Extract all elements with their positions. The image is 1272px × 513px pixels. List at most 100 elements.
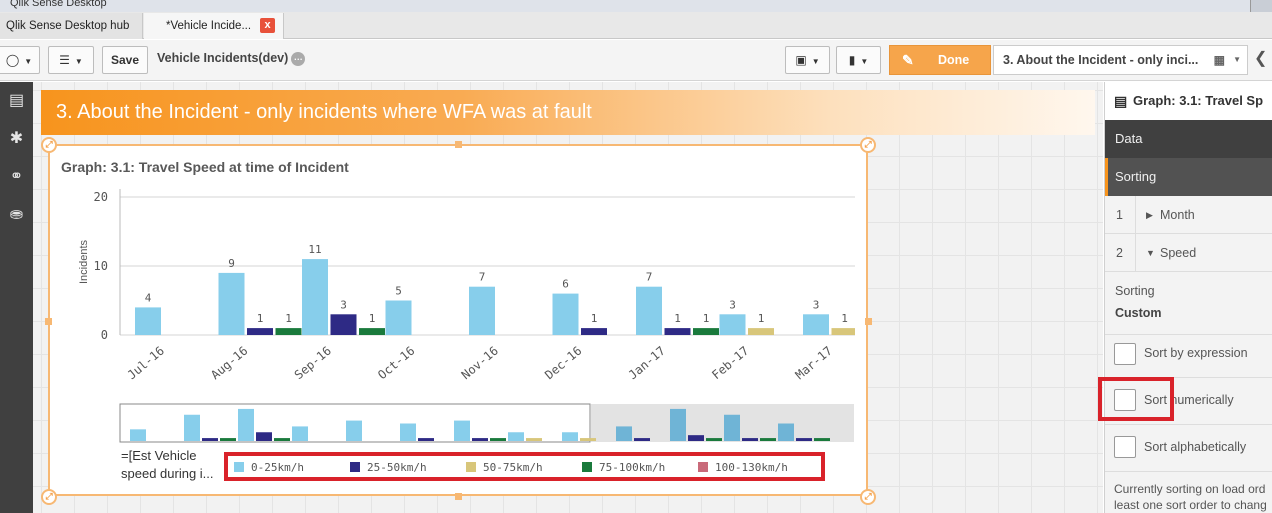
- sort-alphabetically-checkbox[interactable]: [1114, 436, 1136, 458]
- legend-label: 50-75km/h: [483, 461, 543, 474]
- assets-panel: ▤ ✱ ⚭ ⛂: [0, 82, 33, 513]
- story-button[interactable]: ▣ ▼: [785, 46, 830, 74]
- save-button[interactable]: Save: [102, 46, 148, 74]
- legend-label: 100-130km/h: [715, 461, 788, 474]
- divider: [1135, 196, 1136, 234]
- chevron-down-icon: ▼: [1146, 248, 1155, 258]
- sort-numerically-label: Sort numerically: [1144, 393, 1234, 407]
- resize-corner-icon[interactable]: ⤢: [860, 137, 876, 153]
- sort-item-month[interactable]: 1 ▶ Month: [1105, 196, 1272, 234]
- legend-swatch: [350, 462, 360, 472]
- legend-label: 25-50km/h: [367, 461, 427, 474]
- done-label: Done: [938, 53, 970, 67]
- chevron-down-icon: ▼: [860, 57, 869, 66]
- resize-corner-icon[interactable]: ⤢: [41, 137, 57, 153]
- resize-handle-left[interactable]: [45, 318, 52, 325]
- chart-title: Graph: 3.1: Travel Speed at time of Inci…: [61, 159, 349, 175]
- compass-icon: ◯: [5, 53, 20, 67]
- navigation-button[interactable]: ◯ ▼: [0, 46, 40, 74]
- previous-sheet-icon[interactable]: ❮: [1254, 50, 1268, 67]
- extensions-icon[interactable]: ✱: [9, 130, 24, 147]
- legend-label: 0-25km/h: [251, 461, 304, 474]
- chevron-down-icon: ▼: [1233, 55, 1241, 64]
- sort-item-label: Speed: [1160, 246, 1197, 260]
- sort-by-expression-label: Sort by expression: [1144, 346, 1248, 360]
- sorting-note-line: least one sort order to chang: [1114, 498, 1267, 512]
- legend-item: 0-25km/h: [234, 461, 304, 474]
- window-titlebar: Qlik Sense Desktop: [0, 0, 1272, 12]
- sort-item-number: 1: [1116, 208, 1123, 222]
- sheet-selector[interactable]: 3. About the Incident - only inci... ▦ ▼: [993, 45, 1248, 75]
- pencil-icon: ✎: [902, 52, 914, 68]
- database-icon[interactable]: ⛂: [9, 206, 24, 223]
- sorting-mode-toggle[interactable]: Custom: [1115, 306, 1162, 320]
- bar-chart-icon: ▤: [1114, 93, 1128, 109]
- legend-item: 25-50km/h: [350, 461, 427, 474]
- bookmark-button[interactable]: ▮ ▼: [836, 46, 881, 74]
- chevron-down-icon: ▼: [24, 57, 33, 66]
- divider: [1105, 424, 1272, 425]
- divider: [1135, 234, 1136, 272]
- more-icon[interactable]: …: [291, 51, 306, 66]
- section-sorting[interactable]: Sorting: [1105, 158, 1272, 196]
- dimension-label: =[Est Vehicle speed during i...: [121, 448, 214, 481]
- divider: [1105, 471, 1272, 472]
- list-icon: ☰: [59, 53, 70, 67]
- legend-item: 100-130km/h: [698, 461, 788, 474]
- sort-alphabetically-label: Sort alphabetically: [1144, 440, 1247, 454]
- link-icon[interactable]: ⚭: [9, 168, 24, 185]
- divider: [1105, 334, 1272, 335]
- window-control-button[interactable]: [1250, 0, 1272, 12]
- legend-label: 75-100km/h: [599, 461, 666, 474]
- chevron-down-icon: ▼: [74, 57, 83, 66]
- app-title-text: Vehicle Incidents(dev): [157, 51, 289, 65]
- properties-header-title: Graph: 3.1: Travel Sp: [1133, 93, 1264, 108]
- sheet-title: 3. About the Incident - only incidents w…: [41, 90, 1095, 135]
- bookmark-icon: ▮: [848, 53, 856, 67]
- done-button[interactable]: ✎ Done: [889, 45, 991, 75]
- sort-numerically-checkbox[interactable]: [1114, 389, 1136, 411]
- close-tab-icon[interactable]: x: [260, 18, 275, 33]
- highlight-annotation: [1098, 377, 1174, 421]
- sorting-label: Sorting: [1115, 284, 1155, 298]
- resize-handle-bottom[interactable]: [455, 493, 462, 500]
- charts-icon[interactable]: ▤: [8, 92, 25, 109]
- tab-hub[interactable]: Qlik Sense Desktop hub: [0, 13, 143, 39]
- resize-corner-icon[interactable]: ⤢: [41, 489, 57, 505]
- chart-legend: 0-25km/h 25-50km/h 50-75km/h 75-100km/h …: [224, 452, 825, 481]
- tab-vehicle-incidents[interactable]: *Vehicle Incide... x: [144, 13, 284, 39]
- window-title: Qlik Sense Desktop: [10, 0, 107, 9]
- tab-bar: Qlik Sense Desktop hub *Vehicle Incide..…: [0, 12, 1272, 39]
- y-axis-label: Incidents: [78, 239, 90, 285]
- legend-swatch: [698, 462, 708, 472]
- chevron-down-icon: ▼: [811, 57, 820, 66]
- resize-handle-right[interactable]: [865, 318, 872, 325]
- sort-item-label: Month: [1160, 208, 1195, 222]
- toolbar: ◯ ▼ ☰ ▼ Save Vehicle Incidents(dev)… ▣ ▼ ▮ ▼…: [0, 40, 1272, 81]
- app-title: Vehicle Incidents(dev)…: [157, 51, 306, 66]
- properties-panel: ▤ Graph: 3.1: Travel Sp Data Sorting 1 ▶ …: [1104, 82, 1272, 513]
- legend-swatch: [234, 462, 244, 472]
- presentation-icon: ▣: [795, 53, 807, 67]
- tab-app-label: *Vehicle Incide...: [166, 20, 252, 32]
- sort-item-speed[interactable]: 2 ▼ Speed: [1105, 234, 1272, 272]
- resize-corner-icon[interactable]: ⤢: [860, 489, 876, 505]
- sorting-note: Currently sorting on load ord least one s…: [1114, 481, 1267, 513]
- legend-item: 50-75km/h: [466, 461, 543, 474]
- section-data[interactable]: Data: [1105, 120, 1272, 158]
- resize-handle-top[interactable]: [455, 141, 462, 148]
- tab-hub-label: Qlik Sense Desktop hub: [6, 20, 130, 32]
- legend-swatch: [466, 462, 476, 472]
- sheet-icon: ▦: [1213, 53, 1225, 67]
- sort-item-number: 2: [1116, 246, 1123, 260]
- global-menu-button[interactable]: ☰ ▼: [48, 46, 94, 74]
- divider: [1105, 377, 1272, 378]
- sort-by-expression-checkbox[interactable]: [1114, 343, 1136, 365]
- legend-item: 75-100km/h: [582, 461, 665, 474]
- legend-swatch: [582, 462, 592, 472]
- sheet-selector-label: 3. About the Incident - only inci...: [1003, 53, 1199, 67]
- properties-header: ▤ Graph: 3.1: Travel Sp: [1105, 82, 1272, 120]
- sorting-note-line: Currently sorting on load ord: [1114, 482, 1266, 496]
- chevron-right-icon: ▶: [1146, 210, 1153, 220]
- chart-object-frame[interactable]: [48, 144, 868, 496]
